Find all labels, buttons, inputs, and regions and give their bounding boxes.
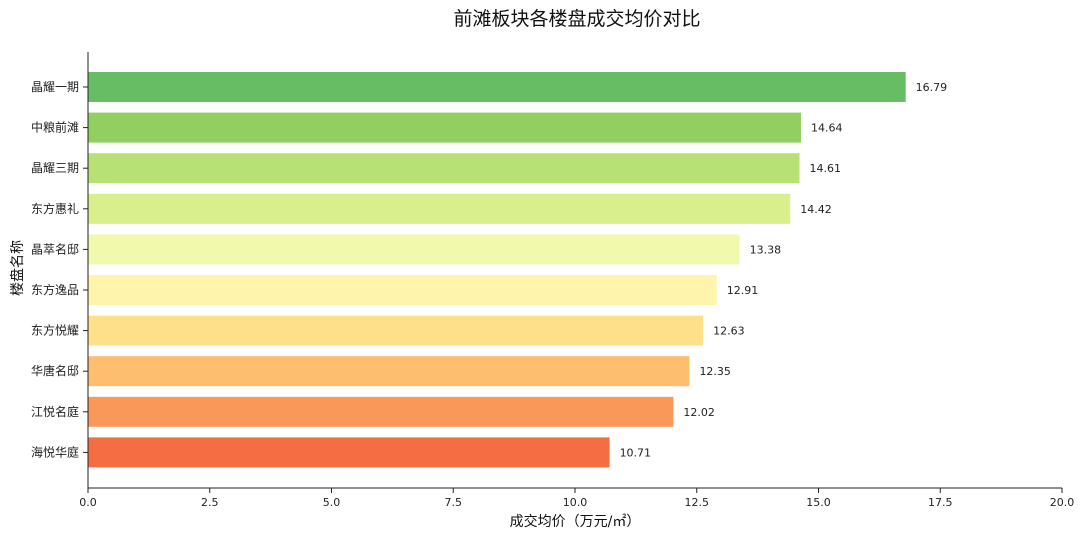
data-labels: 16.79 14.64 14.61 14.42 13.38 12.91 12.63 12.35… [620,81,948,459]
category-label: 晶萃名邸 [31,241,79,256]
data-label: 12.35 [699,365,731,378]
data-label: 14.64 [811,122,843,135]
chart-title: 前滩板块各楼盘成交均价对比 [453,8,700,30]
x-tick-label: 2.5 [201,496,219,509]
x-axis-ticks: 0.0 2.5 5.0 7.5 10.0 12.5 15.0 17.5 20.0 [79,488,1074,509]
x-tick-label: 15.0 [806,496,831,509]
data-label: 12.02 [683,406,715,419]
x-tick-label: 20.0 [1050,496,1075,509]
data-label: 12.91 [727,284,759,297]
bar [88,396,674,427]
bar [88,275,717,305]
x-axis-label: 成交均价（万元/㎡） [510,513,641,530]
bar [88,112,801,143]
category-label: 江悦名庭 [31,404,79,419]
bar [88,315,704,346]
data-label: 14.61 [810,162,842,175]
bar [88,72,906,102]
category-label: 中粮前滩 [31,120,79,135]
data-label: 16.79 [916,81,948,94]
data-label: 14.42 [800,203,832,216]
bar [88,234,740,265]
data-label: 13.38 [750,243,782,256]
x-tick-label: 12.5 [685,496,710,509]
y-axis-label: 楼盘名称 [9,240,26,296]
x-tick-label: 5.0 [323,496,341,509]
bar [88,193,791,224]
category-label: 东方悦耀 [31,323,79,338]
bars-group [88,72,906,468]
bar [88,153,800,184]
category-label: 东方逸品 [31,282,79,297]
x-tick-label: 7.5 [445,496,463,509]
category-label: 华唐名邸 [31,363,79,378]
x-tick-label: 10.0 [563,496,588,509]
bar [88,356,690,387]
x-tick-label: 0.0 [79,496,97,509]
category-label: 海悦华庭 [31,444,79,459]
category-label: 晶耀一期 [31,80,79,94]
bar [88,437,610,468]
data-label: 10.71 [620,446,652,459]
x-tick-label: 17.5 [928,496,953,509]
category-label: 晶耀三期 [31,161,79,175]
data-label: 12.63 [713,325,745,338]
category-label: 东方惠礼 [31,201,79,216]
